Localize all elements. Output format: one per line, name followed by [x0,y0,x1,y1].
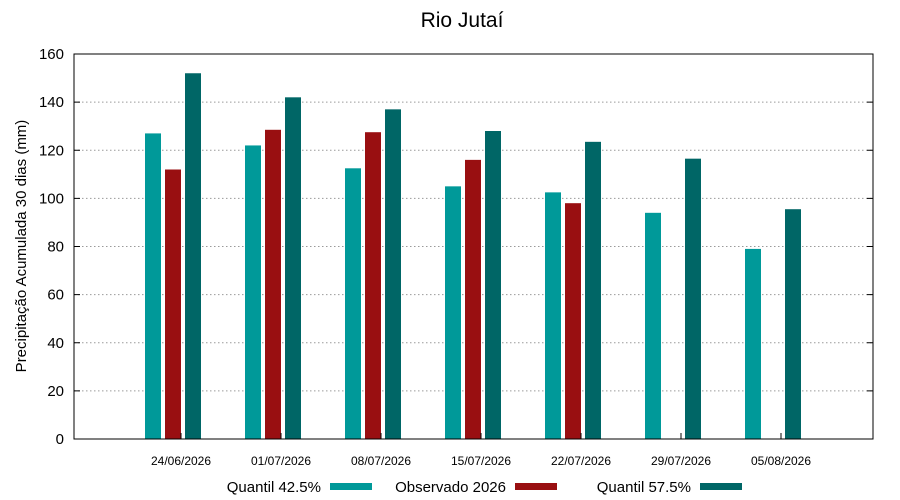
y-tick-label: 140 [39,94,64,111]
x-tick-label: 15/07/2026 [451,454,511,468]
bar-quantil-42-5 [345,168,361,439]
legend-label: Observado 2026 [395,479,506,496]
x-tick-label: 05/08/2026 [751,454,811,468]
bar-quantil-42-5 [545,192,561,439]
bar-observado-2026 [165,169,181,439]
bar-quantil-57-5 [785,209,801,439]
chart-title: Rio Jutaí [421,9,504,32]
legend-swatch [330,483,372,490]
bar-quantil-57-5 [385,109,401,439]
y-tick-label: 60 [47,287,64,304]
x-tick-label: 22/07/2026 [551,454,611,468]
bar-quantil-42-5 [245,145,261,439]
y-tick-label: 80 [47,239,64,256]
x-tick-label: 01/07/2026 [251,454,311,468]
legend-swatch [515,483,557,490]
y-axis-ticks: 0 20 40 60 80 100 120 140 160 [39,46,873,448]
legend-label: Quantil 42.5% [227,479,321,496]
y-tick-label: 0 [56,431,64,448]
bar-observado-2026 [365,132,381,439]
legend-label: Quantil 57.5% [597,479,691,496]
bar-observado-2026 [265,129,281,439]
legend-item: Quantil 42.5% [227,479,372,496]
x-tick-label: 29/07/2026 [651,454,711,468]
x-tick-label: 08/07/2026 [351,454,411,468]
y-axis-label: Precipitação Acumulada 30 dias (mm) [13,120,30,373]
y-tick-label: 120 [39,142,64,159]
y-tick-label: 40 [47,335,64,352]
gridlines [74,101,873,392]
bar-quantil-57-5 [585,141,601,439]
bar-quantil-42-5 [645,212,661,439]
y-tick-label: 160 [39,46,64,63]
y-tick-label: 20 [47,383,64,400]
bar-quantil-57-5 [685,158,701,439]
bar-quantil-57-5 [185,73,201,439]
y-tick-label: 100 [39,190,64,207]
legend: Quantil 42.5% Observado 2026 Quantil 57.5% [227,479,742,496]
legend-swatch [700,483,742,490]
bars [145,73,801,439]
legend-item: Observado 2026 [395,479,557,496]
bar-quantil-42-5 [145,133,161,439]
bar-observado-2026 [565,203,581,439]
bar-quantil-57-5 [485,131,501,439]
x-tick-label: 24/06/2026 [151,454,211,468]
bar-quantil-42-5 [445,186,461,439]
bar-quantil-57-5 [285,97,301,439]
bar-quantil-42-5 [745,248,761,439]
legend-item: Quantil 57.5% [597,479,742,496]
bar-observado-2026 [465,159,481,439]
x-axis-ticks: 24/06/2026 01/07/2026 08/07/2026 15/07/2026… [151,433,811,468]
